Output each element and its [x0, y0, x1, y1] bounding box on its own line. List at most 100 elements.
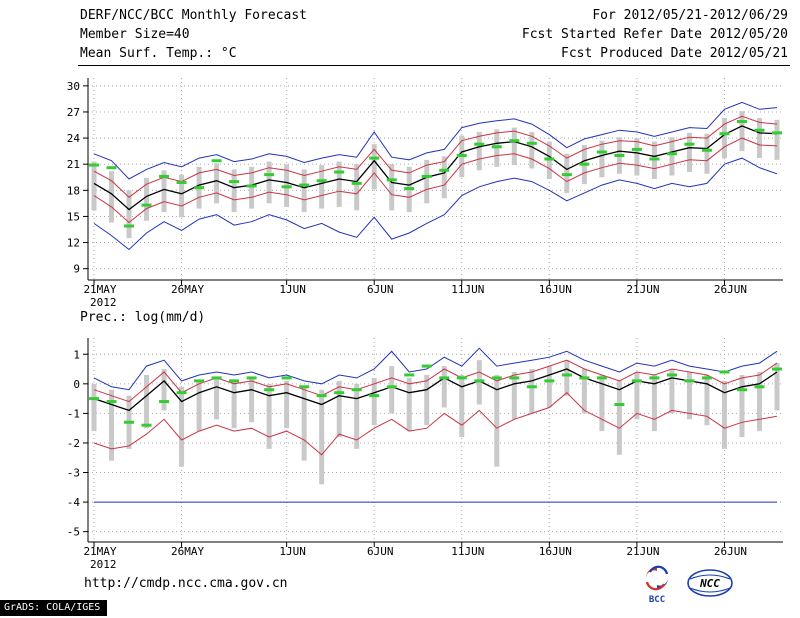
prec-ensemble-mean-line — [93, 368, 778, 412]
temp-obs-dash — [544, 157, 555, 161]
y-tick-label: -4 — [67, 496, 81, 509]
temp-obs-dash — [439, 168, 450, 172]
prec-spread-bar — [686, 372, 692, 420]
ncc-logo-mark: NCC — [687, 569, 733, 597]
prec-obs-dash — [579, 376, 590, 380]
temp-spread-bar — [301, 169, 307, 213]
prec-spread-bar — [266, 383, 272, 449]
x-tick-label: 11JUN — [451, 283, 484, 296]
prec-obs-dash — [526, 385, 537, 389]
temp-spread-bar — [266, 161, 272, 204]
prec-spread-bar — [511, 372, 517, 420]
prec-obs-dash — [701, 376, 712, 380]
prec-obs-dash — [509, 376, 520, 380]
prec-obs-dash — [106, 400, 117, 404]
prec-obs-dash — [666, 373, 677, 377]
y-tick-label: 30 — [67, 80, 80, 93]
temp-spread-bar — [231, 169, 237, 213]
temp-obs-dash — [386, 178, 397, 182]
prec-obs-dash — [684, 379, 695, 383]
prec-spread-bar — [231, 380, 237, 429]
prec-spread-bar — [424, 374, 430, 426]
prec-spread-bar — [634, 372, 640, 420]
ncc-logo-caption: NCC — [699, 577, 720, 590]
prec-spread-bar — [196, 380, 202, 432]
temp-obs-dash — [421, 174, 432, 178]
prec-spread-bar — [284, 380, 290, 429]
temp-obs-dash — [246, 184, 257, 188]
x-tick-label: 21MAY — [83, 283, 116, 296]
temp-obs-dash — [124, 224, 135, 228]
y-tick-label: 0 — [73, 378, 80, 391]
prec-spread-bar — [616, 380, 622, 455]
temp-obs-dash — [141, 203, 152, 207]
prec-obs-dash — [141, 423, 152, 427]
prec-spread-bar — [389, 366, 395, 414]
prec-spread-bar — [441, 366, 447, 408]
temp-obs-dash — [264, 173, 275, 177]
x-tick-label: 21JUN — [626, 283, 659, 296]
temp-spread-bar — [91, 161, 97, 211]
x-tick-label: 26JUN — [714, 545, 747, 558]
prec-spread-bar — [354, 383, 360, 449]
temp-spread-bar — [249, 166, 255, 209]
prec-spread-bar — [144, 374, 150, 429]
x-tick-label: 26MAY — [171, 283, 204, 296]
temp-spread-bar — [109, 171, 115, 223]
fcst-produced-date-label: Fcst Produced Date 2012/05/21 — [561, 46, 788, 61]
prec-obs-dash — [351, 388, 362, 392]
prec-spread-bar — [564, 360, 570, 396]
x-tick-label: 16JUN — [539, 283, 572, 296]
y-tick-label: -2 — [67, 437, 80, 450]
temp-spread-bar — [354, 164, 360, 211]
prec-obs-dash — [264, 388, 275, 392]
prec-obs-dash — [631, 379, 642, 383]
y-tick-label: -1 — [67, 407, 80, 420]
prec-obs-dash — [544, 379, 555, 383]
variable-label: Mean Surf. Temp.: °C — [80, 46, 237, 61]
prec-spread-bar — [529, 369, 535, 414]
temp-spread-bar — [756, 118, 762, 159]
prec-spread-bar — [371, 377, 377, 426]
prec-obs-dash — [281, 376, 292, 380]
y-tick-label: 24 — [67, 132, 81, 145]
prec-spread-bar — [599, 374, 605, 432]
temp-obs-dash — [649, 157, 660, 161]
prec-spread-bar — [494, 374, 500, 467]
bcc-logo: BCC — [636, 564, 678, 605]
temp-obs-dash — [736, 120, 747, 124]
temp-member-min-line — [93, 157, 778, 251]
temp-obs-dash — [509, 139, 520, 143]
prec-spread-bar — [91, 383, 97, 432]
prec-obs-dash — [736, 388, 747, 392]
footer-url: http://cmdp.ncc.cma.gov.cn — [84, 576, 288, 591]
prec-obs-dash — [194, 379, 205, 383]
prec-spread-bar — [756, 372, 762, 432]
temp-spread-bar — [441, 156, 447, 199]
header-divider — [78, 65, 790, 66]
temp-obs-dash — [404, 187, 415, 191]
prec-spread-bar — [214, 377, 220, 420]
prec-spread-bar — [179, 386, 185, 467]
prec-spread-bar — [669, 369, 675, 414]
temp-lower-quartile-line — [93, 137, 778, 224]
grads-credit: GrADS: COLA/IGES — [0, 600, 108, 616]
temp-spread-bar — [739, 111, 745, 152]
prec-obs-dash — [421, 364, 432, 368]
temp-obs-dash — [159, 174, 170, 178]
temp-obs-dash — [351, 181, 362, 185]
temp-spread-bar — [476, 131, 482, 171]
temp-spread-bar — [424, 159, 430, 204]
y-tick-label: 27 — [67, 106, 80, 119]
x-tick-label: 6JUN — [367, 283, 394, 296]
temp-spread-bar — [214, 163, 220, 204]
temp-obs-dash — [701, 148, 712, 152]
prec-obs-dash — [456, 376, 467, 380]
temp-obs-dash — [614, 153, 625, 157]
prec-obs-dash — [89, 397, 99, 401]
temp-spread-bar — [634, 138, 640, 176]
bcc-logo-mark — [645, 565, 669, 591]
